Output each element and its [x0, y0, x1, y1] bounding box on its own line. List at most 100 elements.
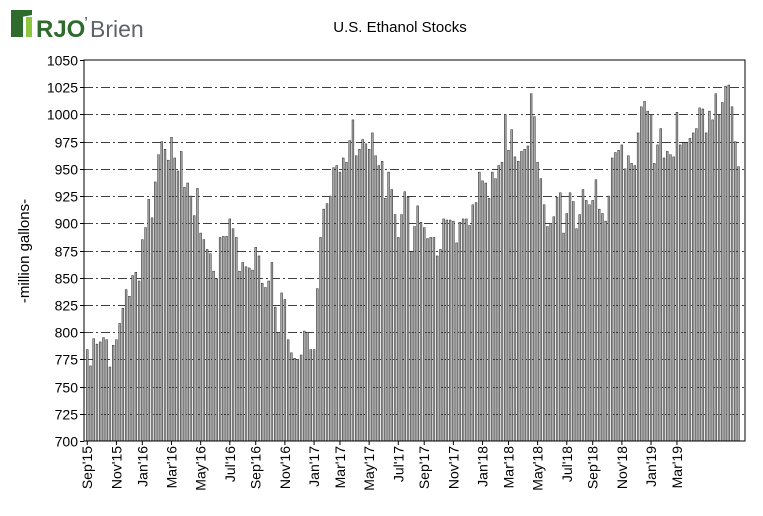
bar — [510, 129, 513, 442]
bar — [270, 262, 274, 442]
bar — [176, 170, 180, 442]
bar — [209, 253, 212, 442]
bar — [215, 278, 219, 442]
bar — [672, 156, 675, 442]
x-tick-label: Mar'19 — [669, 446, 685, 489]
bar — [163, 149, 167, 442]
x-tick-label: Jan'18 — [475, 446, 491, 487]
bar — [144, 227, 147, 442]
bar — [604, 220, 607, 442]
bar — [439, 249, 442, 442]
bar — [248, 267, 251, 442]
bar — [445, 219, 449, 442]
bar — [290, 352, 293, 442]
y-tick-label: 950 — [55, 162, 79, 178]
bar — [591, 200, 594, 442]
chart-title: U.S. Ethanol Stocks — [333, 19, 466, 36]
bar — [309, 349, 312, 442]
bar — [89, 365, 92, 442]
bar — [167, 159, 170, 442]
bar — [572, 201, 575, 442]
bar — [283, 299, 287, 442]
bar — [141, 239, 144, 442]
bar — [578, 214, 581, 442]
bar — [306, 331, 309, 442]
bar — [601, 213, 604, 442]
x-tick-label: Jul'16 — [222, 446, 238, 482]
x-tick-label: Jan'19 — [643, 446, 659, 487]
bar — [504, 114, 507, 442]
bar — [95, 343, 99, 442]
bar — [610, 157, 614, 442]
bar — [423, 227, 426, 442]
bar — [633, 165, 636, 442]
y-tick-label: 750 — [55, 380, 79, 396]
bar — [222, 236, 225, 442]
bar — [105, 339, 108, 442]
bar — [251, 269, 254, 442]
bar — [351, 119, 355, 442]
bar — [627, 155, 630, 442]
bar — [688, 138, 692, 442]
bar — [526, 145, 530, 442]
bar — [235, 237, 238, 442]
bar — [500, 162, 504, 442]
x-tick-label: May'17 — [361, 446, 377, 491]
y-tick-label: 875 — [55, 244, 79, 260]
bar — [387, 171, 390, 442]
bar — [154, 181, 157, 442]
bar — [546, 226, 549, 442]
bar — [623, 168, 627, 442]
bar — [137, 280, 141, 442]
bar — [565, 213, 568, 442]
brand-name-brien: Brien — [90, 16, 144, 42]
brand-name-rjo: RJO — [36, 16, 85, 43]
bar — [539, 178, 543, 442]
bar — [173, 157, 176, 442]
bar — [448, 219, 452, 442]
bar — [588, 204, 591, 442]
bar — [717, 115, 721, 442]
x-tick-label: Sep'16 — [248, 446, 264, 489]
y-tick-label: 900 — [55, 216, 79, 232]
bar — [730, 106, 734, 442]
bar — [598, 208, 601, 442]
bar — [150, 217, 154, 442]
bar — [675, 112, 679, 442]
bar — [267, 280, 270, 442]
bar — [193, 215, 196, 442]
bar — [432, 237, 436, 442]
bar — [274, 306, 277, 442]
bar — [649, 114, 653, 442]
bar — [377, 165, 381, 442]
y-tick-label: 700 — [55, 434, 79, 450]
bar — [299, 354, 303, 442]
bar — [484, 182, 487, 442]
bar — [364, 143, 368, 442]
bar — [303, 330, 306, 442]
bar — [452, 220, 455, 442]
bar — [474, 202, 478, 442]
x-tick-label: Nov'16 — [277, 446, 293, 489]
bar — [231, 228, 235, 442]
y-tick-label: 1025 — [47, 80, 78, 96]
plot-border — [83, 59, 746, 442]
bar — [115, 339, 118, 442]
bar — [478, 171, 481, 442]
bar — [429, 237, 432, 442]
bar — [607, 195, 611, 442]
bar — [513, 156, 517, 442]
bar — [562, 232, 565, 442]
x-tick-label: Mar'17 — [332, 446, 348, 489]
y-tick-label: 925 — [55, 189, 79, 205]
x-tick-label: Sep'15 — [79, 446, 95, 489]
bar — [630, 163, 633, 442]
bar — [147, 199, 150, 442]
bar — [410, 251, 413, 442]
bar — [734, 141, 737, 442]
bar — [721, 102, 724, 442]
bar — [549, 223, 552, 442]
bar — [413, 226, 416, 442]
bar — [264, 287, 267, 442]
bar — [332, 167, 335, 442]
